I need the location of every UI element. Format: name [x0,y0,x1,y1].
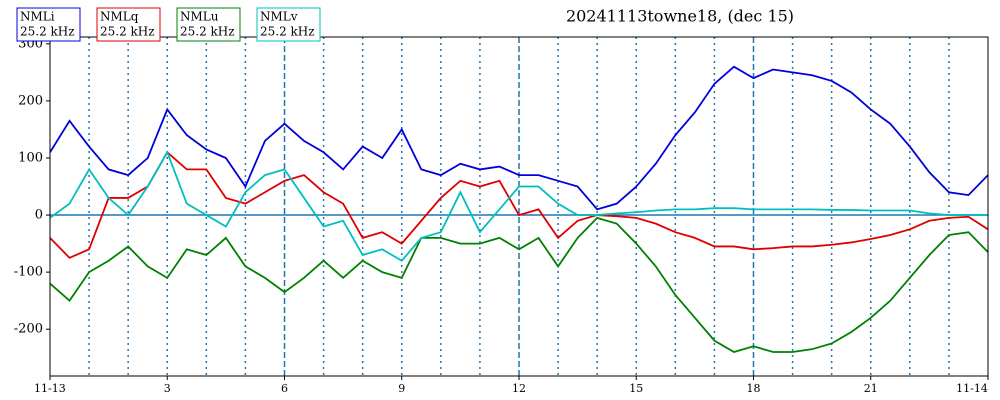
x-tick-label: 6 [281,382,288,395]
legend-name: NMLu [180,10,219,24]
legend-name: NMLi [20,10,55,24]
plot-area [50,65,988,354]
y-tick-label: 200 [18,93,43,108]
y-tick-label: -200 [14,322,43,337]
series-line [50,150,988,262]
legend-frequency: 25.2 kHz [180,25,235,39]
series-line [50,65,988,211]
x-tick-label: 3 [164,382,171,395]
x-tick-label: 11-14 [956,382,988,395]
x-tick-label: 21 [864,382,878,395]
legend-box [176,7,241,42]
chart-title: 20241113towne18, (dec 15) [566,7,794,26]
y-tick-label: -100 [14,265,43,280]
legend-name: NMLv [260,10,298,24]
legend-box [16,7,81,42]
series-line [50,216,988,354]
x-tick-label: 12 [512,382,526,395]
x-tick-label: 18 [747,382,761,395]
legend-box [256,7,321,42]
legend-frequency: 25.2 kHz [100,25,155,39]
legend-box [96,7,161,42]
series-line [50,150,988,259]
y-tick-label: 0 [35,208,43,223]
x-tick-label: 9 [398,382,405,395]
legend-frequency: 25.2 kHz [20,25,75,39]
x-tick-label: 11-13 [34,382,66,395]
y-tick-label: 100 [18,150,43,165]
legend-name: NMLq [100,10,139,24]
x-tick-label: 15 [629,382,643,395]
legend-frequency: 25.2 kHz [260,25,315,39]
